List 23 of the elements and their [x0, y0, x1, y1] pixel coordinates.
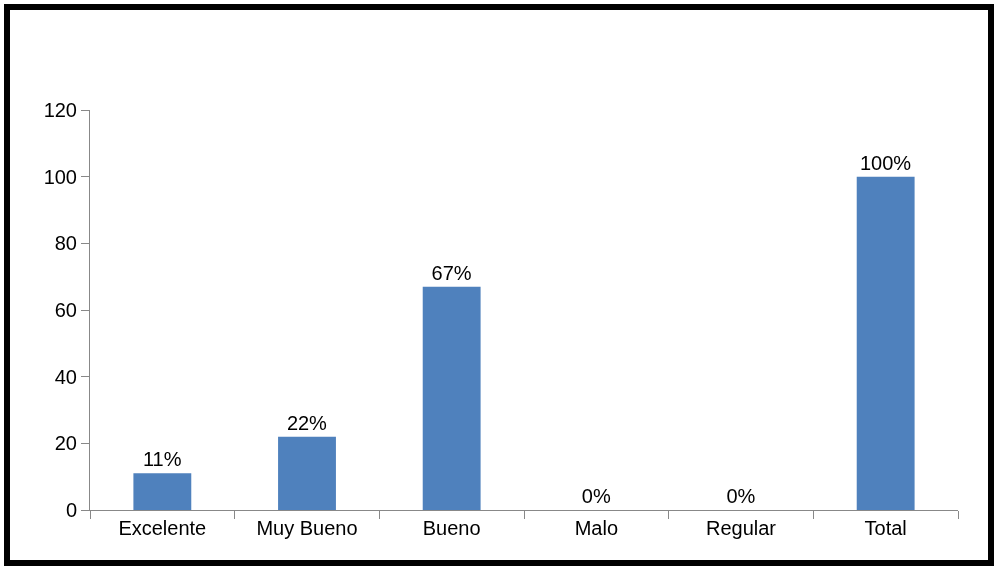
y-tick-label: 40 [54, 365, 77, 388]
x-tick-label: Regular [705, 517, 777, 539]
x-tick-label: Bueno [422, 517, 481, 539]
x-tick-label: Malo [574, 517, 619, 539]
data-label: 11% [142, 448, 182, 471]
bar [422, 286, 481, 510]
y-tick-label: 20 [54, 432, 77, 455]
y-tick-label: 120 [43, 99, 77, 121]
y-tick-label: 60 [54, 299, 77, 321]
bar [133, 473, 192, 510]
data-label: 22% [286, 411, 328, 434]
data-label: 0% [726, 485, 756, 507]
bar [278, 436, 336, 510]
data-label: 100% [859, 151, 912, 174]
x-tick-label: Total [864, 517, 907, 539]
x-tick-label: Muy Bueno [256, 517, 358, 539]
x-tick-label: Excelente [118, 517, 207, 539]
data-label: 0% [581, 485, 611, 507]
data-label: 67% [431, 261, 472, 284]
bar [856, 176, 915, 510]
y-tick-label: 0 [65, 499, 77, 521]
y-tick-label: 80 [54, 232, 77, 255]
y-tick-label: 100 [43, 165, 77, 188]
